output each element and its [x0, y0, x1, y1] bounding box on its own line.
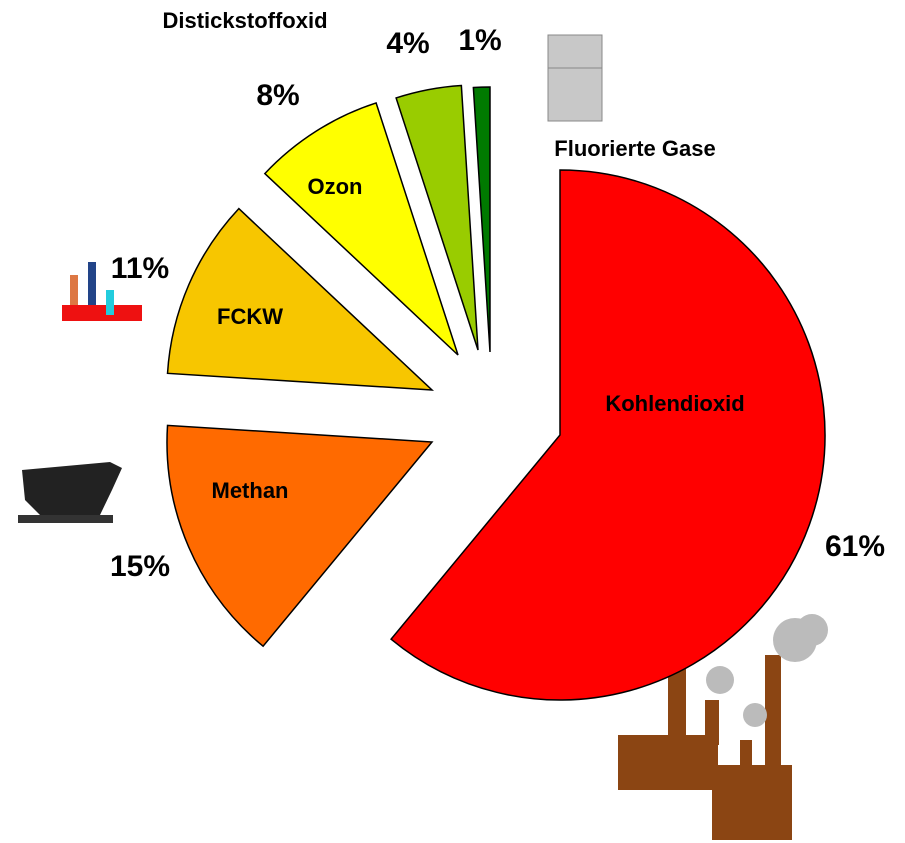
- pie-slice: [167, 425, 432, 646]
- value-label: 4%: [386, 27, 429, 60]
- slice-name: Kohlendioxid: [605, 391, 744, 416]
- chart: Kohlendioxid 61% Methan 15% FCKW 11% Ozon 8% Dis…: [0, 0, 905, 843]
- slice-name: Fluorierte Gase: [554, 136, 715, 161]
- slice-name: Methan: [212, 478, 289, 503]
- slice-name: FCKW: [217, 304, 283, 329]
- value-label: 1%: [458, 24, 501, 57]
- value-label: 61%: [825, 530, 885, 563]
- slice-name: Distickstoffoxid: [162, 8, 327, 33]
- cow-icon: [18, 462, 122, 523]
- value-label: 15%: [110, 550, 170, 583]
- value-label: 11%: [111, 252, 169, 285]
- fridge-icon: [548, 35, 602, 121]
- slice-name: Ozon: [308, 174, 363, 199]
- value-label: 8%: [256, 79, 299, 112]
